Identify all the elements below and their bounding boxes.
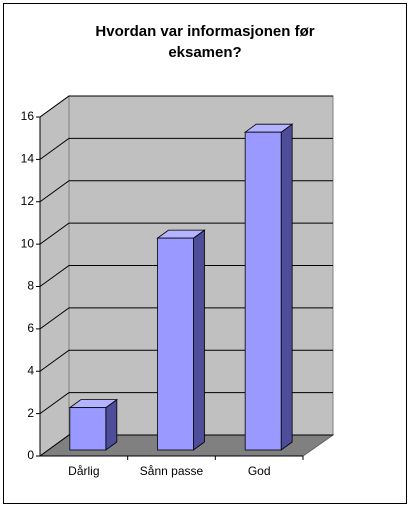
- y-tick-label: 8: [27, 279, 34, 293]
- y-tick-label: 4: [27, 363, 34, 377]
- y-tick-label: 16: [21, 109, 35, 123]
- x-tick-label: God: [248, 464, 271, 478]
- grid-line: [39, 95, 333, 118]
- y-tick-label: 14: [21, 152, 35, 166]
- y-tick-label: 2: [27, 406, 34, 420]
- bar: [244, 131, 282, 451]
- x-tick-label: Dårlig: [68, 464, 99, 478]
- x-tick-label: Sånn passe: [140, 464, 204, 478]
- bar-side: [280, 123, 293, 451]
- bar-side: [193, 229, 205, 451]
- bar-side: [105, 398, 118, 451]
- y-tick-label: 10: [21, 236, 35, 250]
- y-tick-label: 12: [21, 194, 35, 208]
- chart-title: Hvordan var informasjonen før: [95, 23, 314, 40]
- bar: [157, 237, 194, 451]
- y-tick-label: 0: [27, 448, 34, 462]
- y-tick-label: 6: [27, 321, 34, 335]
- bar: [69, 407, 107, 451]
- chart-title-line2: eksamen?: [168, 44, 241, 61]
